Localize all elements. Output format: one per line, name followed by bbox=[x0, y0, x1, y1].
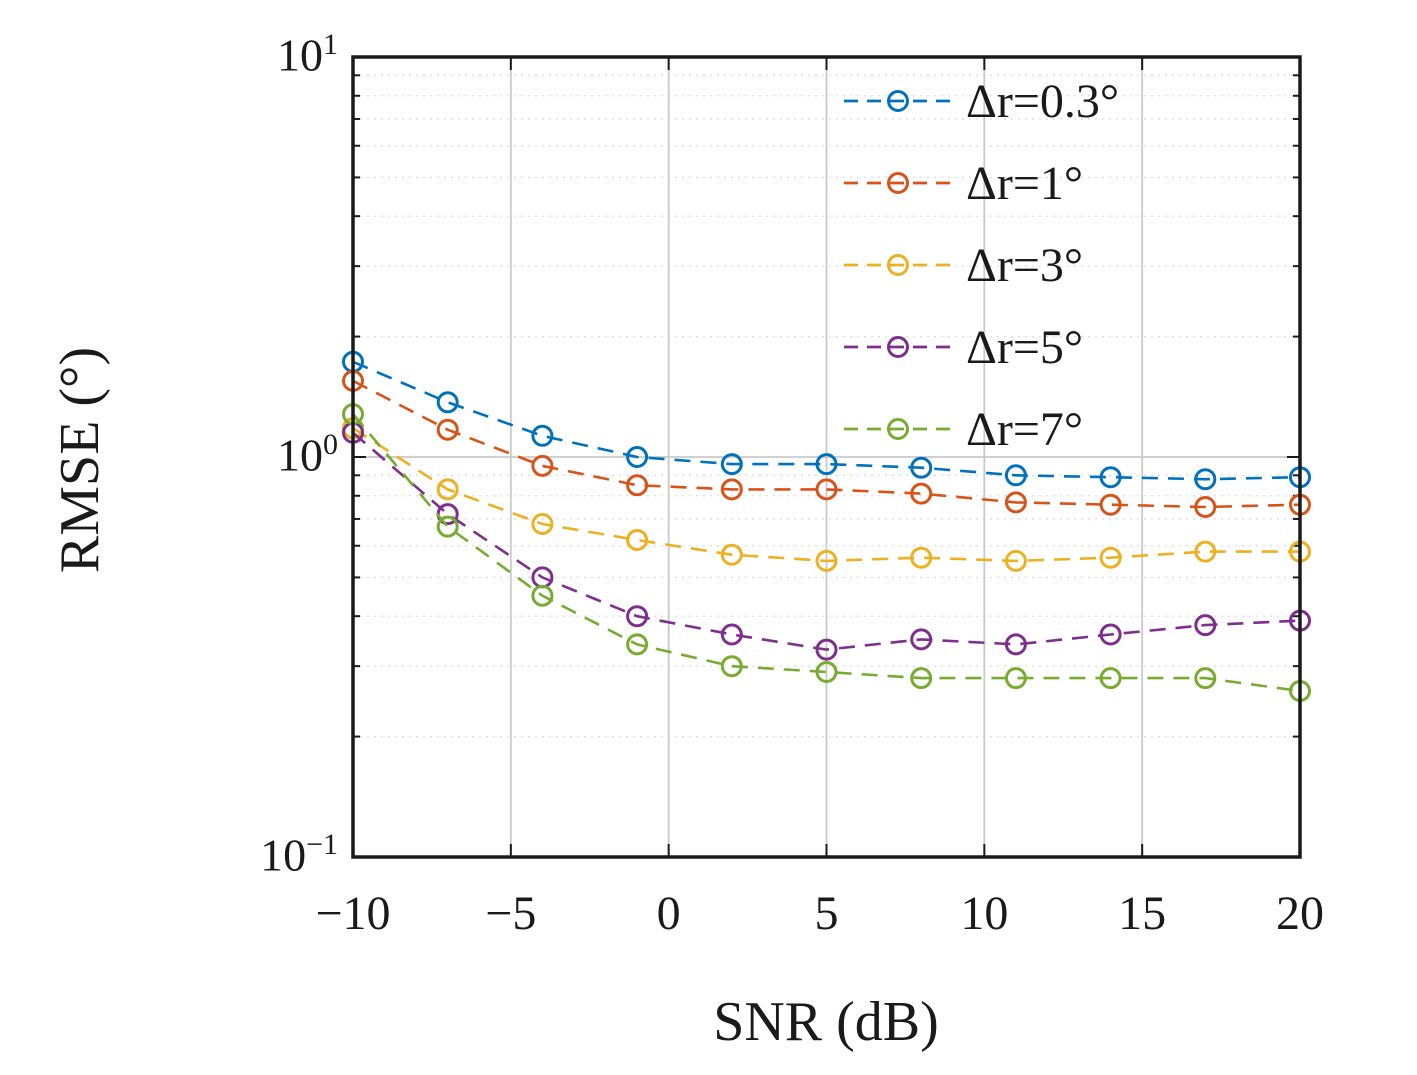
x-axis-label: SNR (dB) bbox=[713, 991, 939, 1053]
series-marker bbox=[626, 446, 649, 468]
legend-entry: Δr=1° bbox=[842, 142, 1119, 224]
series-marker bbox=[910, 546, 933, 569]
series-marker bbox=[531, 454, 554, 477]
x-tick-label: 20 bbox=[1276, 887, 1324, 940]
x-tick-label: 15 bbox=[1118, 887, 1167, 940]
x-tick-label: 5 bbox=[814, 887, 839, 940]
series-marker bbox=[531, 424, 554, 447]
series-marker bbox=[815, 549, 838, 572]
axes-box bbox=[351, 55, 1302, 859]
series-marker bbox=[910, 482, 933, 505]
series-marker bbox=[1004, 633, 1027, 656]
series-marker bbox=[720, 453, 743, 476]
series-marker bbox=[436, 478, 459, 501]
series-marker bbox=[910, 628, 933, 651]
y-tick-label: 101 bbox=[277, 28, 338, 81]
legend-entry: Δr=5° bbox=[842, 306, 1119, 388]
series-marker bbox=[910, 667, 933, 690]
legend-entry: Δr=7° bbox=[842, 388, 1119, 470]
series-marker bbox=[720, 623, 743, 646]
series-marker bbox=[626, 633, 649, 656]
series-line bbox=[352, 427, 1300, 563]
series-marker bbox=[815, 453, 838, 476]
series-marker bbox=[1099, 667, 1122, 690]
series-marker bbox=[1004, 491, 1027, 514]
series-marker bbox=[626, 474, 649, 497]
series-marker bbox=[1194, 496, 1217, 518]
series-marker bbox=[1194, 540, 1217, 563]
series-line bbox=[352, 431, 1301, 651]
legend-label: Δr=3° bbox=[966, 238, 1084, 292]
legend-label: Δr=0.3° bbox=[966, 74, 1120, 128]
series-marker bbox=[531, 584, 554, 607]
legend: Δr=0.3° Δr=1° Δr=3° Δr=5° bbox=[842, 60, 1119, 470]
series-marker bbox=[1099, 493, 1122, 516]
series-marker bbox=[720, 478, 743, 501]
series-marker bbox=[815, 478, 838, 501]
series-marker bbox=[1194, 468, 1217, 491]
series-marker bbox=[436, 418, 459, 441]
series-marker bbox=[910, 456, 933, 479]
series-marker bbox=[626, 605, 649, 628]
series-marker bbox=[436, 515, 459, 538]
legend-line-marker-icon bbox=[844, 172, 952, 194]
series-line bbox=[352, 379, 1301, 509]
series-marker bbox=[1099, 466, 1122, 489]
series-marker bbox=[436, 391, 459, 414]
y-axis-label: RMSE (°) bbox=[49, 346, 111, 574]
legend-label: Δr=7° bbox=[966, 402, 1084, 456]
series-marker bbox=[1099, 623, 1122, 646]
legend-entry: Δr=0.3° bbox=[842, 60, 1119, 142]
legend-line-marker-icon bbox=[844, 254, 952, 276]
series-marker bbox=[1004, 549, 1027, 572]
x-tick-label: 10 bbox=[960, 887, 1009, 940]
series-marker bbox=[1004, 667, 1027, 690]
series-marker bbox=[815, 638, 838, 661]
series-line bbox=[352, 360, 1301, 481]
x-tick-label: −5 bbox=[485, 887, 537, 940]
series-marker bbox=[1099, 546, 1122, 569]
legend-label: Δr=1° bbox=[966, 156, 1084, 210]
legend-line-marker-icon bbox=[844, 90, 952, 112]
series-marker bbox=[1194, 614, 1217, 637]
x-tick-label: −10 bbox=[315, 887, 391, 940]
y-tick-label: 100 bbox=[277, 428, 338, 481]
y-tick-label: 10−1 bbox=[260, 828, 338, 881]
legend-label: Δr=5° bbox=[966, 320, 1084, 374]
series-marker bbox=[1194, 667, 1217, 690]
x-tick-label: 0 bbox=[656, 887, 681, 940]
legend-line-marker-icon bbox=[844, 418, 952, 440]
series-marker bbox=[626, 529, 649, 551]
series-marker bbox=[720, 543, 743, 566]
legend-entry: Δr=3° bbox=[842, 224, 1119, 306]
series-marker bbox=[1004, 464, 1027, 487]
legend-line-marker-icon bbox=[844, 336, 952, 358]
series-marker bbox=[815, 661, 838, 683]
series-marker bbox=[720, 655, 743, 678]
series-marker bbox=[531, 513, 554, 535]
